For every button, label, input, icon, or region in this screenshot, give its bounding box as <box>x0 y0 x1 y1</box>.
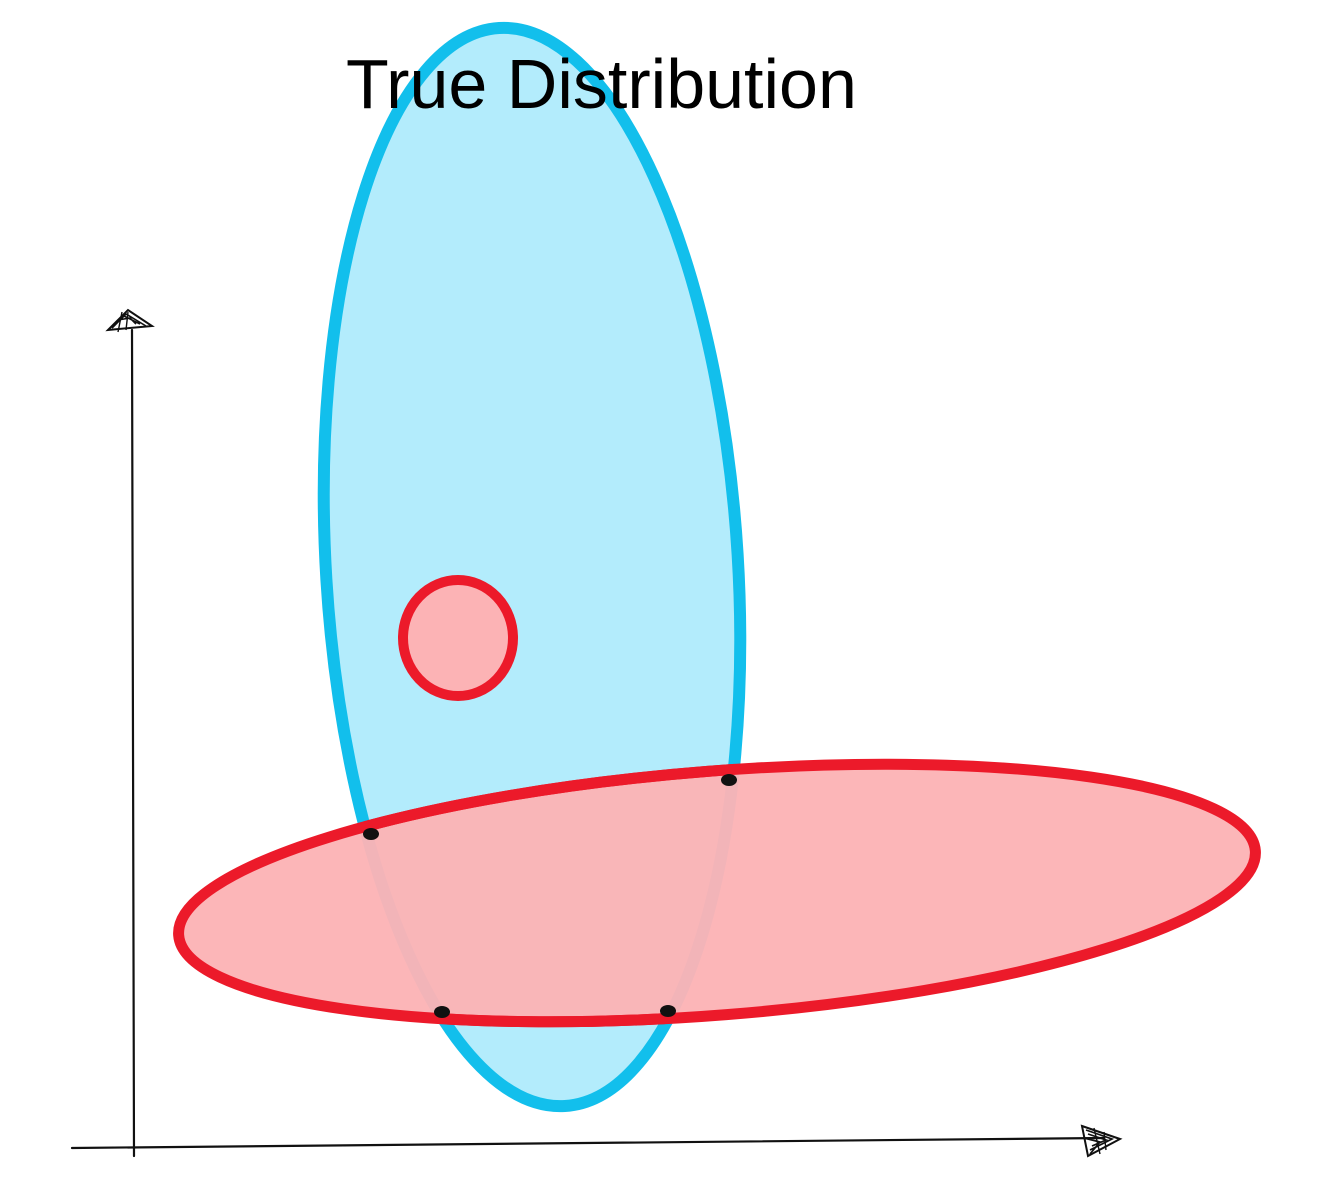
crossing-mark <box>721 774 737 786</box>
x-axis-arrowhead-icon <box>1080 1124 1123 1158</box>
crossing-mark <box>660 1005 676 1017</box>
axes <box>70 308 1123 1158</box>
crossing-marks <box>363 774 737 1018</box>
small-red-circle <box>398 575 518 701</box>
crossing-mark <box>434 1006 450 1018</box>
y-axis <box>130 328 136 1158</box>
diagram-title: True Distribution <box>346 45 857 123</box>
crossing-mark <box>363 828 379 840</box>
y-axis-arrowhead-icon <box>105 308 155 333</box>
x-axis <box>70 1136 1106 1150</box>
large-red-ellipse <box>173 758 1261 1028</box>
